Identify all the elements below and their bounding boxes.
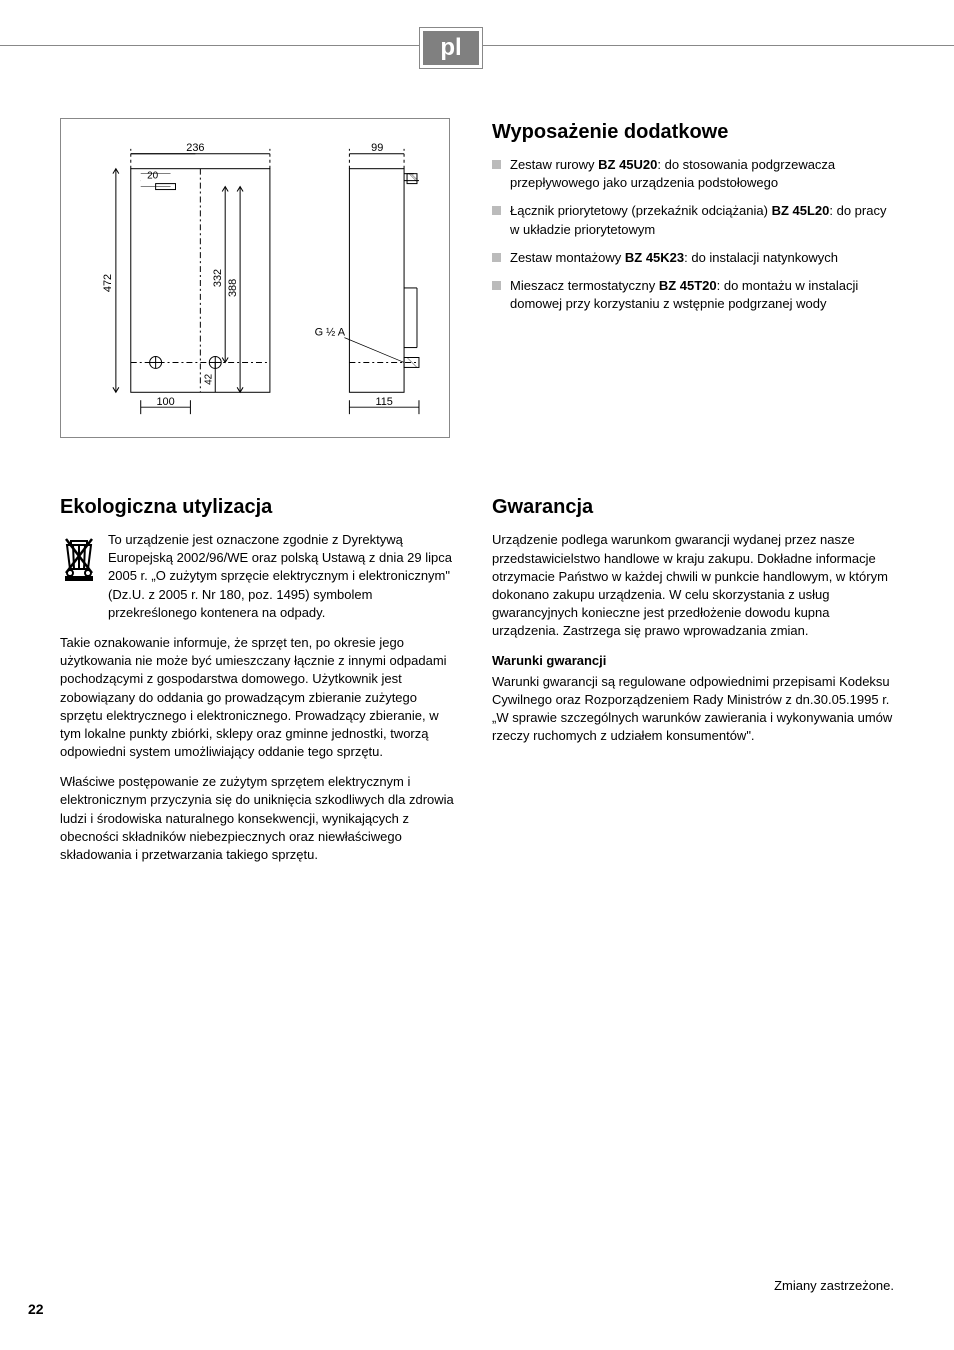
warranty-section: Gwarancja Urządzenie podlega warunkom gw… xyxy=(492,493,894,745)
disposal-p2: Takie oznakowanie informuje, że sprzęt t… xyxy=(60,634,462,761)
accessory-item: Łącznik priorytetowy (przekaźnik odciąża… xyxy=(492,202,894,238)
warranty-subheading: Warunki gwarancji xyxy=(492,652,894,670)
left-column: 236 20 472 xyxy=(60,118,462,876)
svg-text:99: 99 xyxy=(371,142,383,154)
right-column: Wyposażenie dodatkowe Zestaw rurowy BZ 4… xyxy=(492,118,894,876)
svg-text:388: 388 xyxy=(227,279,239,297)
svg-text:236: 236 xyxy=(186,142,204,154)
accessory-post: : do instalacji natynkowych xyxy=(684,250,838,265)
svg-text:100: 100 xyxy=(156,396,174,408)
svg-text:115: 115 xyxy=(375,396,392,408)
weee-icon xyxy=(60,531,98,634)
accessories-heading: Wyposażenie dodatkowe xyxy=(492,118,894,146)
accessory-pre: Zestaw montażowy xyxy=(510,250,625,265)
footer-note: Zmiany zastrzeżone. xyxy=(774,1277,894,1295)
svg-text:20: 20 xyxy=(147,171,159,182)
accessory-code: BZ 45U20 xyxy=(598,157,657,172)
svg-text:332: 332 xyxy=(212,269,224,287)
accessories-list: Zestaw rurowy BZ 45U20: do stosowania po… xyxy=(492,156,894,313)
disposal-p3: Właściwe postępowanie ze zużytym sprzęte… xyxy=(60,773,462,864)
disposal-heading: Ekologiczna utylizacja xyxy=(60,493,462,521)
svg-text:G ½ A: G ½ A xyxy=(315,327,346,339)
accessory-item: Zestaw montażowy BZ 45K23: do instalacji… xyxy=(492,249,894,267)
svg-text:42: 42 xyxy=(203,373,214,385)
accessory-pre: Łącznik priorytetowy (przekaźnik odciąża… xyxy=(510,203,772,218)
accessory-code: BZ 45K23 xyxy=(625,250,684,265)
accessory-code: BZ 45T20 xyxy=(659,278,717,293)
warranty-p1: Urządzenie podlega warunkom gwarancji wy… xyxy=(492,531,894,640)
warranty-p2: Warunki gwarancji są regulowane odpowied… xyxy=(492,673,894,746)
warranty-heading: Gwarancja xyxy=(492,493,894,521)
dimensions-diagram: 236 20 472 xyxy=(60,118,450,438)
accessory-item: Zestaw rurowy BZ 45U20: do stosowania po… xyxy=(492,156,894,192)
svg-text:472: 472 xyxy=(102,274,114,292)
page-number: 22 xyxy=(28,1300,44,1320)
accessory-item: Mieszacz termostatyczny BZ 45T20: do mon… xyxy=(492,277,894,313)
language-badge: pl xyxy=(420,28,482,68)
disposal-p1: To urządzenie jest oznaczone zgodnie z D… xyxy=(108,531,462,622)
content-wrapper: 236 20 472 xyxy=(60,118,894,876)
accessory-pre: Mieszacz termostatyczny xyxy=(510,278,659,293)
accessory-pre: Zestaw rurowy xyxy=(510,157,598,172)
disposal-intro-row: To urządzenie jest oznaczone zgodnie z D… xyxy=(60,531,462,634)
accessory-code: BZ 45L20 xyxy=(772,203,830,218)
